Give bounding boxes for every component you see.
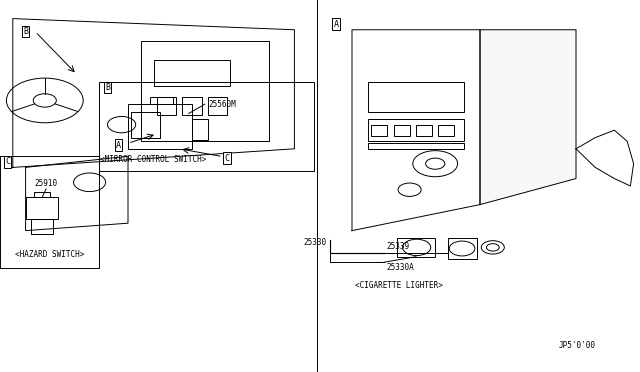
Bar: [192, 119, 208, 140]
Text: B: B: [23, 27, 28, 36]
Bar: [448, 238, 477, 259]
Text: <HAZARD SWITCH>: <HAZARD SWITCH>: [15, 250, 84, 259]
Bar: [157, 97, 176, 115]
Bar: [368, 119, 464, 141]
Polygon shape: [13, 19, 294, 167]
Bar: [394, 125, 410, 136]
Text: A: A: [333, 20, 339, 29]
Bar: [99, 82, 314, 171]
Bar: [31, 219, 53, 234]
Bar: [182, 97, 202, 115]
Bar: [438, 125, 454, 136]
Bar: [371, 125, 387, 136]
Bar: [131, 112, 160, 138]
Bar: [128, 104, 192, 149]
Text: 25560M: 25560M: [208, 100, 236, 109]
Text: 25330: 25330: [303, 238, 326, 247]
Text: C: C: [5, 157, 10, 166]
Polygon shape: [26, 156, 128, 231]
Bar: [208, 97, 227, 115]
Text: 25910: 25910: [35, 179, 58, 188]
Bar: [416, 125, 432, 136]
Bar: [368, 82, 464, 112]
Bar: [150, 97, 173, 104]
Text: B: B: [105, 83, 110, 92]
Bar: [0, 156, 99, 268]
Polygon shape: [480, 30, 576, 205]
Polygon shape: [352, 30, 480, 231]
Text: 25339: 25339: [387, 242, 410, 251]
Text: <CIGARETTE LIGHTER>: <CIGARETTE LIGHTER>: [355, 281, 443, 290]
Bar: [141, 41, 269, 141]
Bar: [397, 238, 435, 257]
Bar: [34, 192, 50, 197]
Text: C: C: [225, 154, 230, 163]
Text: A: A: [116, 141, 121, 150]
Text: <MIRROR CONTROL SWITCH>: <MIRROR CONTROL SWITCH>: [100, 155, 207, 164]
Text: JP5'0'00: JP5'0'00: [558, 341, 595, 350]
Bar: [368, 143, 464, 149]
Bar: [26, 197, 58, 219]
Text: 25330A: 25330A: [387, 263, 414, 272]
Bar: [154, 60, 230, 86]
